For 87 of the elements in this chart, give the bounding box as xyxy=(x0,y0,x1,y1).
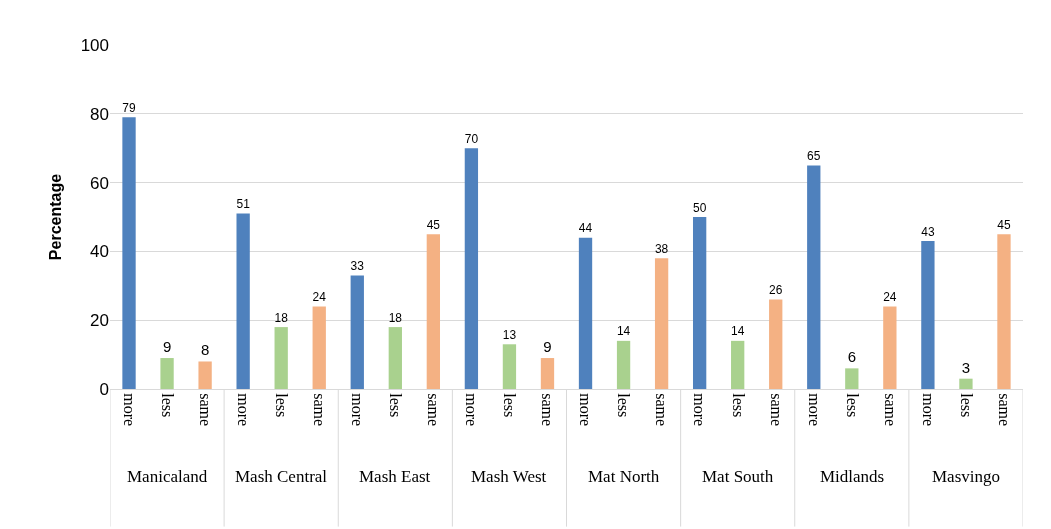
bar xyxy=(959,378,973,389)
x-tick-label: same xyxy=(995,393,1013,427)
text: Midlands xyxy=(820,467,885,486)
text: Manicaland xyxy=(127,467,208,486)
data-label: 45 xyxy=(997,217,1011,232)
x-tick-label: more xyxy=(463,393,481,427)
data-label: 26 xyxy=(769,283,783,298)
x-tick-label: more xyxy=(805,393,823,427)
data-label: 33 xyxy=(350,259,365,274)
x-tick-label: less xyxy=(272,393,290,418)
x-tick-label: same xyxy=(425,393,443,427)
bar xyxy=(312,306,326,389)
bar xyxy=(769,299,783,389)
data-label: 65 xyxy=(807,149,821,164)
y-axis-title: Percentage xyxy=(46,173,64,261)
x-tick-label: more xyxy=(691,393,709,427)
bar xyxy=(540,358,555,389)
x-tick-label: less xyxy=(387,393,405,418)
x-tick-label: more xyxy=(349,393,367,427)
x-tick-label: less xyxy=(957,393,975,418)
x-tick-label: same xyxy=(196,393,214,427)
data-label: 45 xyxy=(426,217,441,232)
text: Masvingo xyxy=(932,467,1000,486)
bar xyxy=(845,368,859,389)
y-tick-label: 80 xyxy=(90,104,109,124)
x-tick-label: less xyxy=(729,393,747,418)
data-label: 14 xyxy=(731,324,745,339)
bar xyxy=(388,327,402,389)
data-label: 43 xyxy=(921,224,935,239)
x-tick-label: same xyxy=(881,393,899,427)
x-tick-label: same xyxy=(767,393,785,427)
data-label: 18 xyxy=(274,310,289,325)
x-tick-label: more xyxy=(234,393,252,427)
y-tick-label: 0 xyxy=(99,379,109,399)
bar xyxy=(274,327,288,389)
bar xyxy=(654,258,669,389)
data-label: 51 xyxy=(236,197,251,212)
bar xyxy=(731,340,745,389)
data-label: 79 xyxy=(122,100,137,115)
x-tick-label: same xyxy=(539,393,557,427)
bar xyxy=(160,358,174,389)
x-tick-label: less xyxy=(843,393,861,418)
text: Mat North xyxy=(588,467,660,486)
text: Mat South xyxy=(702,467,774,486)
x-tick-label: more xyxy=(577,393,595,427)
data-label: 9 xyxy=(543,338,552,356)
y-tick-label: 40 xyxy=(90,242,109,262)
x-tick-label: same xyxy=(311,393,329,427)
x-tick-label: more xyxy=(120,393,138,427)
bar xyxy=(236,213,250,389)
bar xyxy=(692,217,707,389)
data-label: 14 xyxy=(616,324,631,339)
text: Mash East xyxy=(359,467,431,486)
data-label: 44 xyxy=(578,221,593,236)
text: Mash West xyxy=(471,467,547,486)
bar xyxy=(464,148,479,389)
x-tick-label: more xyxy=(919,393,937,427)
bar xyxy=(921,241,935,389)
bar xyxy=(502,344,517,389)
y-tick-label: 20 xyxy=(90,311,109,331)
x-tick-label: same xyxy=(653,393,671,427)
bar xyxy=(883,306,897,389)
bar xyxy=(616,340,631,389)
bar xyxy=(198,361,212,389)
bar xyxy=(997,234,1011,389)
text: Mash Central xyxy=(235,467,328,486)
bar xyxy=(578,237,593,389)
x-tick-label: less xyxy=(158,393,176,418)
data-label: 13 xyxy=(502,327,517,342)
data-label: 8 xyxy=(200,341,210,359)
bar xyxy=(122,117,136,389)
data-label: 70 xyxy=(464,131,479,146)
data-label: 9 xyxy=(162,338,172,356)
data-label: 18 xyxy=(388,310,403,325)
data-label: 24 xyxy=(312,290,327,305)
data-label: 24 xyxy=(883,290,897,305)
data-label: 3 xyxy=(961,358,971,376)
bar xyxy=(807,165,821,389)
data-label: 38 xyxy=(654,241,669,256)
data-label: 50 xyxy=(693,200,707,215)
y-tick-label: 100 xyxy=(80,35,109,55)
x-tick-label: less xyxy=(501,393,519,418)
bar xyxy=(350,275,364,389)
x-tick-label: less xyxy=(615,393,633,418)
bar xyxy=(426,234,441,389)
y-tick-label: 60 xyxy=(90,173,109,193)
data-label: 6 xyxy=(847,348,856,366)
